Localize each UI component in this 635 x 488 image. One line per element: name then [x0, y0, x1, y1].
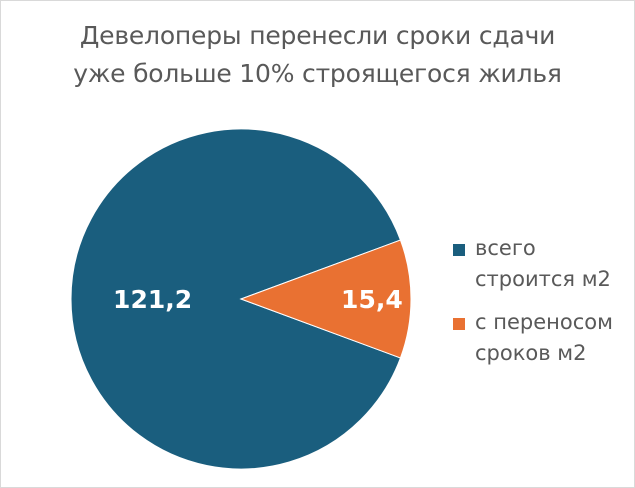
- legend-label-total-line-2: строится м2: [475, 267, 611, 291]
- legend-swatch-postponed: [453, 318, 465, 330]
- legend-swatch-total: [453, 244, 465, 256]
- legend-entry-total[interactable]: всего строится м2: [453, 233, 628, 295]
- pie-data-labels: 121,2 15,4: [113, 285, 403, 314]
- legend-entry-postponed[interactable]: с переносом сроков м2: [453, 307, 628, 369]
- data-label-total: 121,2: [113, 285, 192, 314]
- chart-title: Девелоперы перенесли сроки сдачи уже бол…: [1, 17, 634, 93]
- pie-slices: [70, 128, 412, 470]
- pie-slice-total[interactable]: [70, 128, 402, 470]
- chart-title-line-1: Девелоперы перенесли сроки сдачи: [79, 21, 556, 50]
- legend-label-total-line-1: всего: [475, 236, 536, 260]
- legend: всего строится м2 с переносом сроков м2: [453, 233, 628, 381]
- pie-slice-postponed[interactable]: [239, 239, 412, 359]
- legend-label-postponed-line-1: с переносом: [475, 310, 613, 334]
- chart-title-line-2: уже больше 10% строящегося жилья: [73, 59, 562, 88]
- legend-label-postponed-line-2: сроков м2: [475, 341, 587, 365]
- legend-label-total: всего строится м2: [475, 233, 611, 295]
- legend-label-postponed: с переносом сроков м2: [475, 307, 613, 369]
- data-label-postponed: 15,4: [341, 285, 403, 314]
